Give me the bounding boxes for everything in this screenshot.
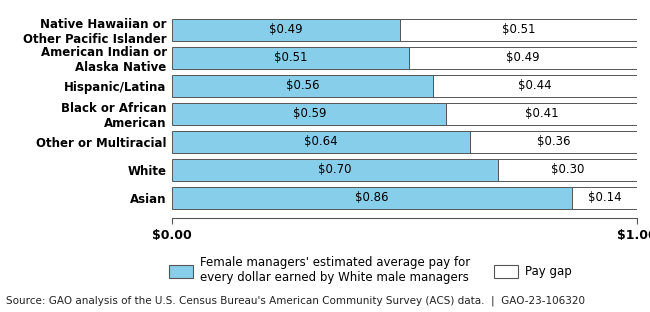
Text: $0.44: $0.44 — [518, 79, 552, 92]
Bar — [470, 131, 637, 153]
Bar — [172, 131, 470, 153]
Bar — [572, 187, 637, 209]
Text: $0.49: $0.49 — [506, 51, 540, 64]
Bar — [172, 159, 498, 181]
Bar — [172, 75, 432, 97]
Text: $0.64: $0.64 — [304, 135, 338, 149]
Text: $0.56: $0.56 — [285, 79, 319, 92]
Text: $0.30: $0.30 — [551, 163, 584, 177]
Bar — [410, 47, 637, 69]
Text: $0.41: $0.41 — [525, 107, 558, 120]
Text: $0.59: $0.59 — [292, 107, 326, 120]
Text: $0.86: $0.86 — [356, 192, 389, 204]
Text: $0.51: $0.51 — [274, 51, 307, 64]
Bar — [172, 187, 572, 209]
Bar — [172, 47, 410, 69]
Text: $0.70: $0.70 — [318, 163, 352, 177]
Legend: Female managers' estimated average pay for
every dollar earned by White male man: Female managers' estimated average pay f… — [170, 256, 571, 284]
Text: Source: GAO analysis of the U.S. Census Bureau's American Community Survey (ACS): Source: GAO analysis of the U.S. Census … — [6, 295, 586, 306]
Bar — [498, 159, 637, 181]
Text: $0.51: $0.51 — [502, 23, 535, 36]
Bar — [172, 19, 400, 41]
Text: $0.49: $0.49 — [269, 23, 303, 36]
Bar — [447, 103, 637, 125]
Bar — [400, 19, 637, 41]
Text: $0.14: $0.14 — [588, 192, 621, 204]
Bar — [432, 75, 637, 97]
Text: $0.36: $0.36 — [537, 135, 570, 149]
Bar — [172, 103, 447, 125]
